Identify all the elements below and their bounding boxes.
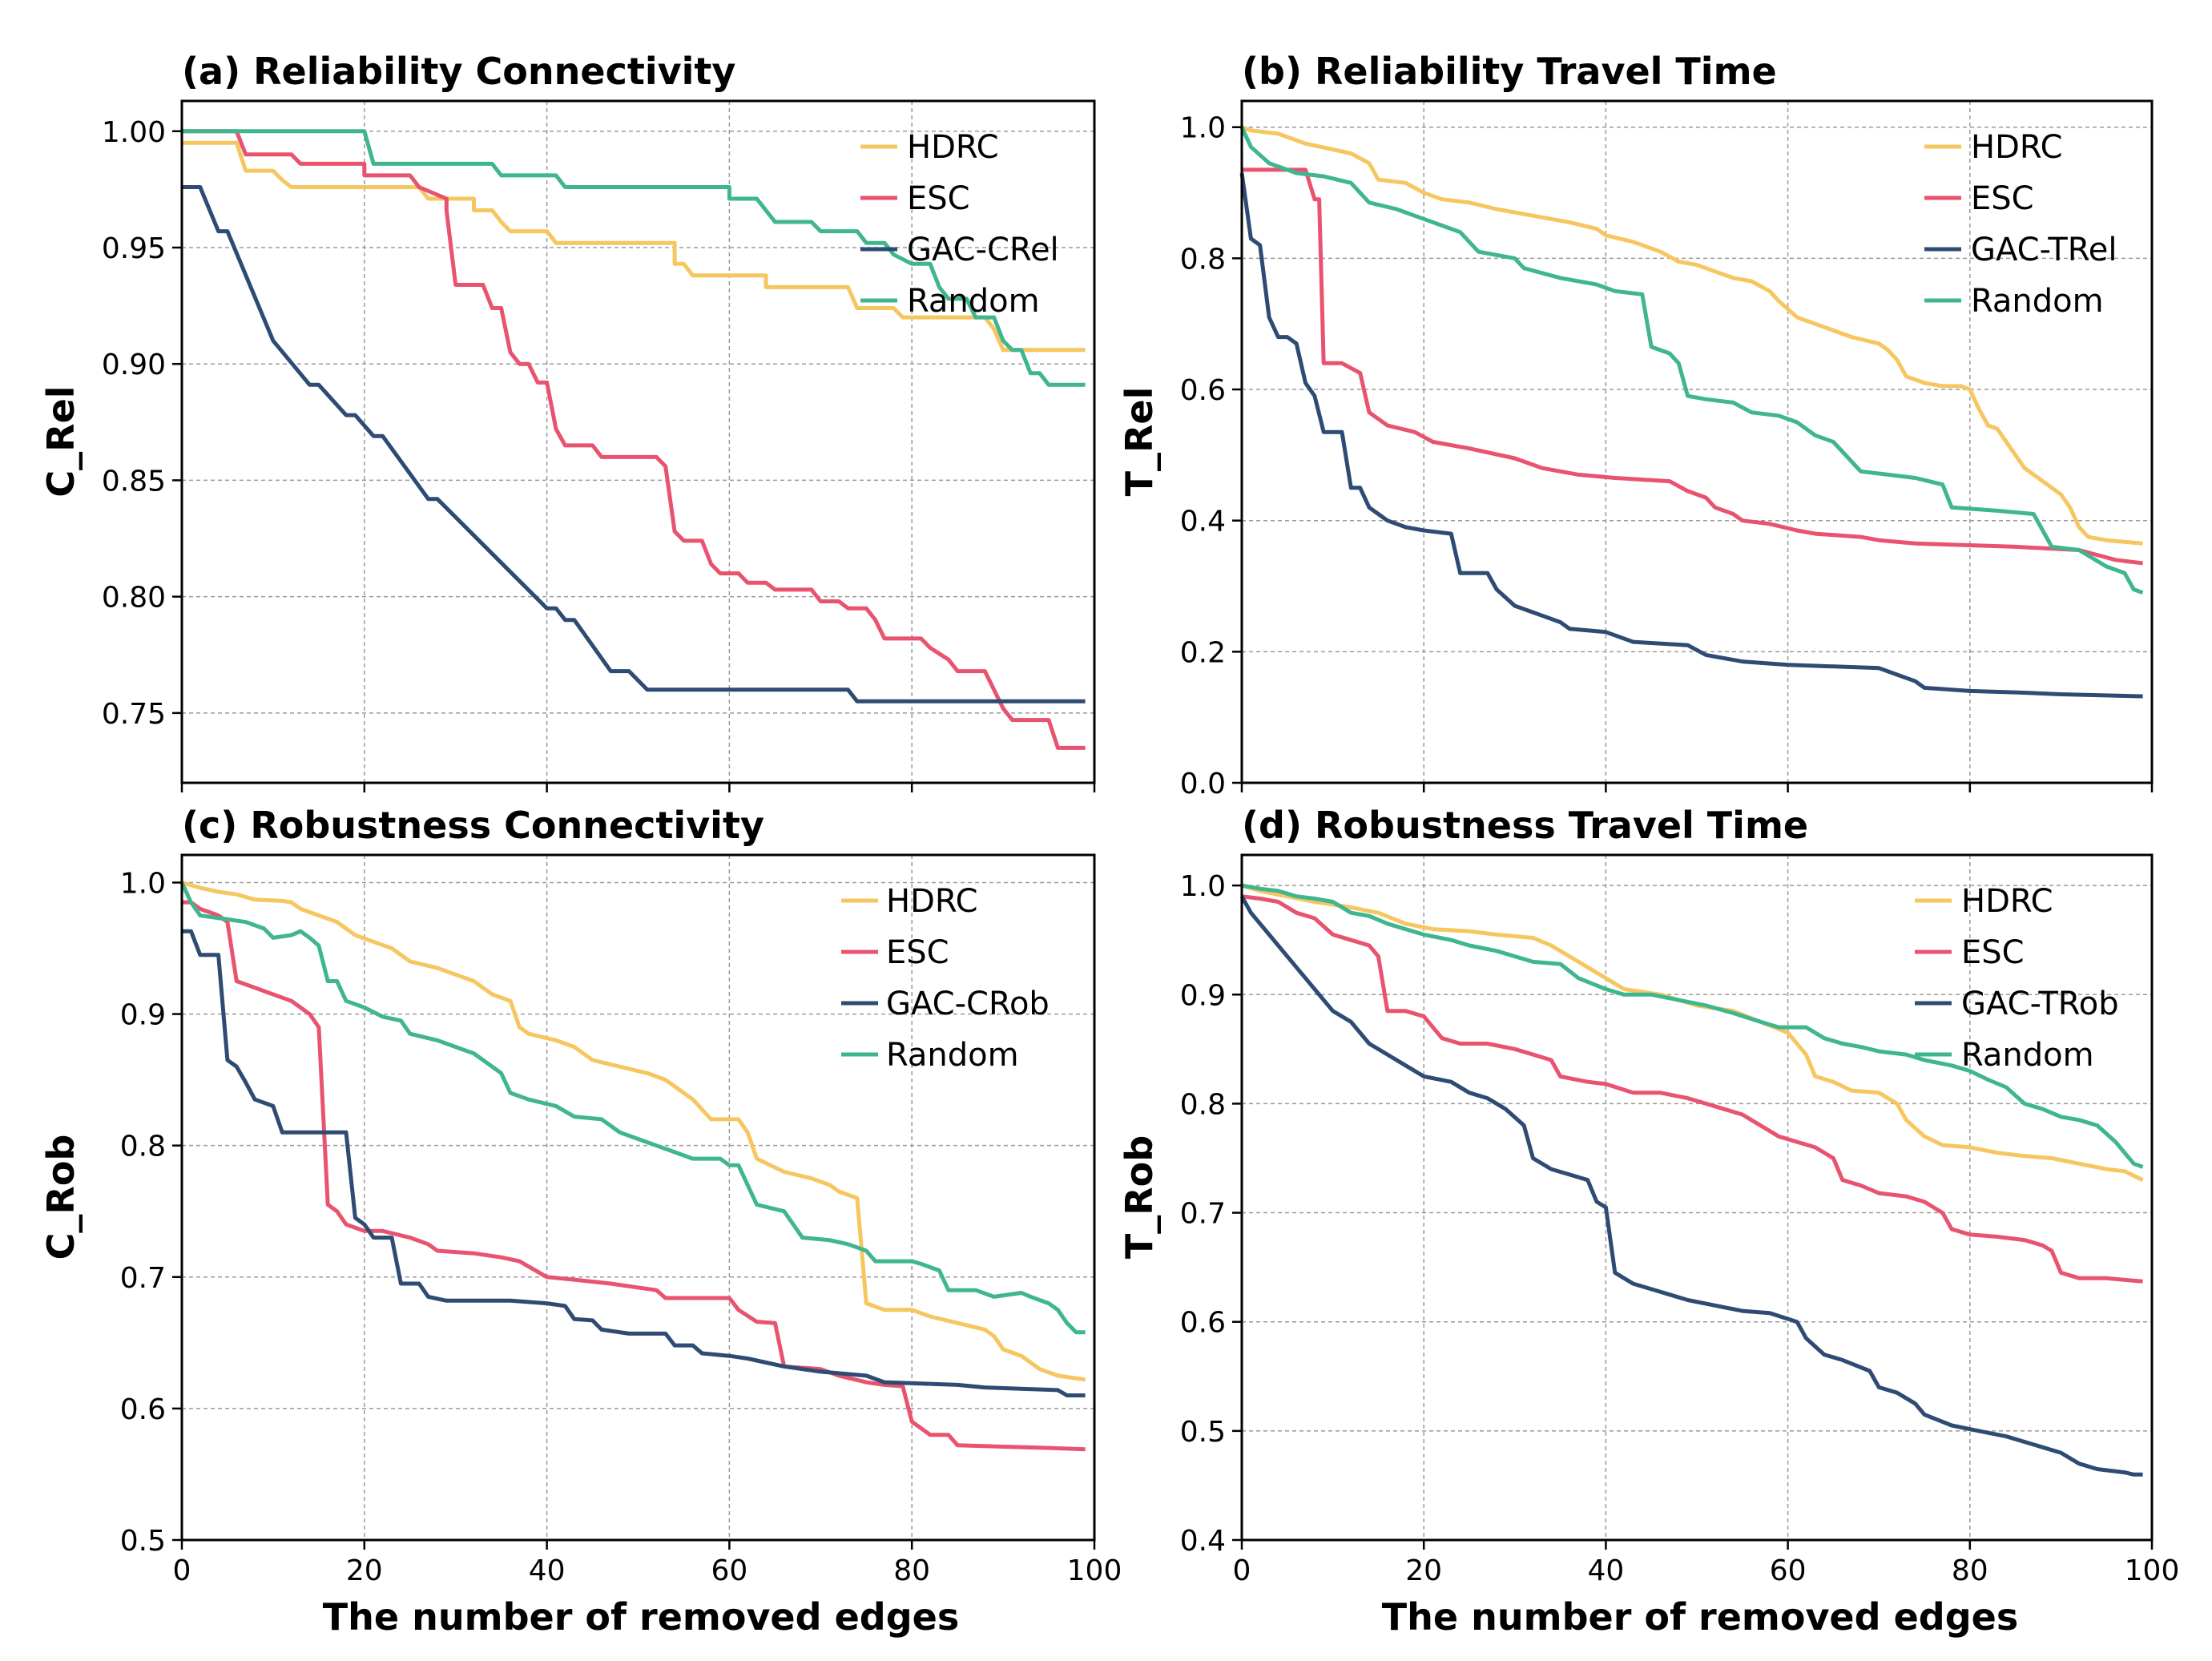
legend-label: GAC-TRob bbox=[1961, 986, 2119, 1022]
y-tick-label: 0.8 bbox=[120, 1131, 166, 1163]
y-tick-label: 0.85 bbox=[102, 465, 166, 498]
y-tick-label: 0.7 bbox=[120, 1262, 166, 1295]
legend-label: ESC bbox=[907, 180, 970, 217]
series-line-esc bbox=[1241, 894, 2143, 1284]
panel-title: (d) Robustness Travel Time bbox=[1242, 804, 1808, 847]
series-line-gac bbox=[1239, 172, 2143, 699]
y-tick-label: 0.5 bbox=[120, 1525, 166, 1558]
y-axis-label: C_Rob bbox=[39, 1135, 83, 1260]
plot-frame bbox=[1240, 853, 2154, 1542]
panel-title: (c) Robustness Connectivity bbox=[182, 804, 764, 847]
x-tick-label: 80 bbox=[1952, 1554, 1988, 1587]
legend-label: HDRC bbox=[1971, 129, 2063, 166]
panel-d: 0.4 0.5 0.6 0.7 0.8 0.9 1.0 0 20 40 60 80 100 The num… bbox=[1118, 804, 2179, 1639]
legend-label: Random bbox=[907, 283, 1040, 320]
y-axis-label: C_Rel bbox=[39, 385, 83, 497]
x-tick-label: 60 bbox=[1770, 1554, 1807, 1587]
y-tick-label: 1.00 bbox=[102, 116, 166, 149]
y-tick-label: 0.75 bbox=[102, 698, 166, 731]
y-tick-label: 0.8 bbox=[1180, 1088, 1226, 1121]
series-line-esc bbox=[182, 900, 1086, 1452]
legend-label: GAC-CRel bbox=[907, 232, 1059, 268]
y-tick-label: 0.9 bbox=[120, 999, 166, 1032]
y-tick-label: 0.6 bbox=[1180, 1307, 1226, 1340]
legend-label: Random bbox=[886, 1037, 1019, 1074]
series-line-random bbox=[179, 881, 1086, 1335]
legend-label: HDRC bbox=[886, 883, 978, 920]
y-tick-label: 0.2 bbox=[1180, 636, 1226, 669]
plot-frame bbox=[1240, 99, 2154, 784]
legend-label: ESC bbox=[886, 934, 949, 971]
y-axis-label: T_Rel bbox=[1118, 387, 1161, 497]
y-tick-label: 1.0 bbox=[120, 867, 166, 900]
x-tick-label: 40 bbox=[1587, 1554, 1624, 1587]
y-axis-label: T_Rob bbox=[1118, 1135, 1161, 1259]
plot-frame bbox=[180, 99, 1096, 784]
series-line-esc bbox=[182, 129, 1086, 750]
y-tick-label: 0.6 bbox=[1180, 374, 1226, 407]
x-tick-label: 40 bbox=[529, 1554, 566, 1587]
x-tick-label: 0 bbox=[1233, 1554, 1251, 1587]
panel-title: (a) Reliability Connectivity bbox=[182, 50, 735, 93]
y-tick-label: 1.0 bbox=[1180, 112, 1226, 145]
series-line-esc bbox=[1242, 167, 2143, 566]
x-tick-label: 100 bbox=[1067, 1554, 1122, 1587]
series-line-gac bbox=[182, 185, 1086, 704]
series-line-hdrc bbox=[1241, 125, 2143, 546]
legend-label: Random bbox=[1961, 1037, 2094, 1074]
series-line-hdrc bbox=[182, 140, 1086, 353]
y-tick-label: 0.4 bbox=[1180, 506, 1226, 538]
legend-label: GAC-CRob bbox=[886, 986, 1050, 1022]
series-line-hdrc bbox=[1241, 883, 2144, 1182]
x-tick-label: 0 bbox=[173, 1554, 191, 1587]
series-line-random bbox=[1241, 883, 2144, 1169]
legend-label: HDRC bbox=[907, 129, 999, 166]
y-tick-label: 0.4 bbox=[1180, 1525, 1226, 1558]
x-tick-label: 20 bbox=[1405, 1554, 1442, 1587]
x-axis-label: The number of removed edges bbox=[323, 1595, 959, 1639]
panel-b: 0.0 0.2 0.4 0.6 0.8 1.0 T_Rel (b) Reliability T… bbox=[1118, 50, 2154, 800]
x-tick-label: 100 bbox=[2125, 1554, 2180, 1587]
x-tick-label: 60 bbox=[711, 1554, 747, 1587]
legend-label: Random bbox=[1971, 283, 2104, 320]
y-tick-label: 1.0 bbox=[1180, 870, 1226, 903]
y-tick-label: 0.80 bbox=[102, 582, 166, 615]
legend-label: GAC-TRel bbox=[1971, 232, 2117, 268]
plot-frame bbox=[180, 853, 1096, 1542]
y-tick-label: 0.5 bbox=[1180, 1416, 1226, 1449]
y-tick-label: 0.7 bbox=[1180, 1198, 1226, 1231]
y-tick-label: 0.95 bbox=[102, 232, 166, 265]
x-tick-label: 80 bbox=[893, 1554, 930, 1587]
y-tick-label: 0.8 bbox=[1180, 243, 1226, 276]
series-line-hdrc bbox=[181, 881, 1086, 1382]
panel-c: 0.5 0.6 0.7 0.8 0.9 1.0 0 20 40 60 80 100 The number… bbox=[39, 804, 1122, 1639]
panel-a: 0.75 0.80 0.85 0.90 0.95 1.00 C_Rel (a) Reliabi… bbox=[39, 50, 1096, 792]
series-line-random bbox=[1239, 126, 2144, 595]
legend-label: ESC bbox=[1961, 934, 2025, 971]
y-tick-label: 0.9 bbox=[1180, 979, 1226, 1012]
legend-label: HDRC bbox=[1961, 883, 2053, 920]
series-line-gac bbox=[1239, 895, 2143, 1477]
x-tick-label: 20 bbox=[346, 1554, 383, 1587]
y-tick-label: 0.90 bbox=[102, 349, 166, 381]
legend-label: ESC bbox=[1971, 180, 2034, 217]
y-tick-label: 0.0 bbox=[1180, 768, 1226, 800]
series-line-random bbox=[182, 129, 1086, 387]
series-line-gac bbox=[182, 929, 1086, 1397]
y-tick-label: 0.6 bbox=[120, 1393, 166, 1426]
panel-title: (b) Reliability Travel Time bbox=[1242, 50, 1777, 93]
x-axis-label: The number of removed edges bbox=[1382, 1595, 2018, 1639]
